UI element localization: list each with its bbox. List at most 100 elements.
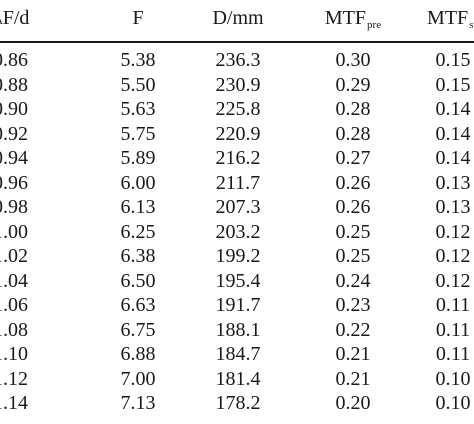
cell-lambda-f-d: 1.06 [0,294,28,316]
cell-d-mm: 225.8 [215,98,261,120]
cell-mtf-pre: 0.25 [335,220,371,243]
cell-mtf-sp: 0.11 [435,294,471,316]
cell-mtf-pre: 0.29 [335,73,371,96]
cell-mtf-pre: 0.23 [335,294,371,316]
cell-d-mm: 203.2 [215,220,261,243]
cell-mtf-pre: 0.21 [335,343,371,365]
table-row: 0.86 5.38 236.3 0.30 0.15 [0,48,474,73]
cell-mtf-sp: 0.13 [435,171,471,194]
cell-mtf-sp: 0.12 [435,269,471,292]
cell-mtf-pre: 0.28 [335,98,371,120]
cell-lambda-f-d: 0.94 [0,147,28,169]
table-row: 1.06 6.63 191.7 0.23 0.11 [0,293,474,318]
cell-mtf-sp: 0.15 [435,49,471,71]
cell-lambda-f-d: 1.10 [0,343,28,365]
cell-lambda-f-d: 0.88 [0,73,28,96]
cell-f: 6.63 [120,294,156,316]
header-lambda-f-d: λF/d [0,7,30,29]
cell-mtf-pre: 0.24 [335,269,371,292]
header-mtf-sp-sub: sp [469,19,474,31]
table-body: 0.865.38236.30.300.150.885.50230.90.290.… [0,48,474,416]
cell-mtf-sp: 0.10 [435,367,471,390]
cell-f: 5.50 [120,73,156,96]
cell-lambda-f-d: 0.98 [0,196,28,218]
cell-lambda-f-d: 1.14 [0,392,28,414]
cell-d-mm: 191.7 [215,294,261,316]
cell-mtf-pre: 0.25 [335,245,371,267]
cell-d-mm: 216.2 [215,147,261,169]
cell-f: 6.13 [120,196,156,218]
cell-d-mm: 211.7 [215,171,261,194]
header-mtf-pre-sub: pre [367,19,382,31]
table-row: 0.96 6.00 211.7 0.26 0.13 [0,171,474,196]
table-row: 1.08 6.75 188.1 0.22 0.11 [0,318,474,343]
cell-lambda-f-d: 1.08 [0,318,28,341]
cell-lambda-f-d: 1.12 [0,367,28,390]
cell-f: 5.75 [120,122,156,145]
header-d-mm: D/mm [212,7,264,29]
cell-d-mm: 230.9 [215,73,261,96]
cell-f: 5.63 [120,98,156,120]
cell-lambda-f-d: 0.90 [0,98,28,120]
cell-d-mm: 178.2 [215,392,261,414]
cell-f: 5.89 [120,147,156,169]
cell-mtf-pre: 0.20 [335,392,371,414]
cell-d-mm: 184.7 [215,343,261,365]
cell-lambda-f-d: 1.02 [0,245,28,267]
header-rule [0,41,474,43]
table-row: 0.98 6.13 207.3 0.26 0.13 [0,195,474,220]
header-mtf-pre-main: MTF [324,7,367,29]
cell-lambda-f-d: 0.92 [0,122,28,145]
cell-mtf-sp: 0.14 [435,98,471,120]
cell-lambda-f-d: 0.86 [0,49,28,71]
cell-f: 6.88 [120,343,156,365]
table-row: 0.90 5.63 225.8 0.28 0.14 [0,97,474,122]
cell-lambda-f-d: 0.96 [0,171,28,194]
cell-d-mm: 199.2 [215,245,261,267]
table-row: 1.10 6.88 184.7 0.21 0.11 [0,342,474,367]
cell-f: 7.13 [120,392,156,414]
table-row: 0.92 5.75 220.9 0.28 0.14 [0,122,474,147]
cell-mtf-sp: 0.14 [435,147,471,169]
table-row: 0.94 5.89 216.2 0.27 0.14 [0,146,474,171]
cell-mtf-sp: 0.14 [435,122,471,145]
cell-d-mm: 181.4 [215,367,261,390]
cell-mtf-sp: 0.13 [435,196,471,218]
table-row: 1.04 6.50 195.4 0.24 0.12 [0,269,474,294]
cell-f: 5.38 [120,49,156,71]
cell-mtf-pre: 0.30 [335,49,371,71]
cell-mtf-pre: 0.21 [335,367,371,390]
cell-f: 6.75 [120,318,156,341]
cell-mtf-sp: 0.12 [435,245,471,267]
cell-lambda-f-d: 1.00 [0,220,28,243]
cell-mtf-pre: 0.22 [335,318,371,341]
cell-mtf-pre: 0.26 [335,171,371,194]
cell-d-mm: 207.3 [215,196,261,218]
cell-f: 6.25 [120,220,156,243]
header-mtf-sp: MTFsp [398,6,474,33]
cell-mtf-pre: 0.26 [335,196,371,218]
data-table: λF/d F D/mm MTFpre MTFsp 0.865.38236.30.… [0,0,474,414]
header-mtf-pre: MTFpre [298,6,408,33]
table-row: 0.88 5.50 230.9 0.29 0.15 [0,73,474,98]
cell-mtf-sp: 0.12 [435,220,471,243]
table-row: 1.00 6.25 203.2 0.25 0.12 [0,220,474,245]
cell-mtf-sp: 0.11 [435,318,471,341]
table-row: 1.02 6.38 199.2 0.25 0.12 [0,244,474,269]
cell-d-mm: 220.9 [215,122,261,145]
cell-mtf-pre: 0.28 [335,122,371,145]
table-header-row: λF/d F D/mm MTFpre MTFsp [0,0,474,38]
cell-mtf-sp: 0.15 [435,73,471,96]
cell-f: 6.50 [120,269,156,292]
header-mtf-sp-main: MTF [427,7,469,29]
cell-d-mm: 195.4 [215,269,261,292]
cell-f: 6.38 [120,245,156,267]
cell-lambda-f-d: 1.04 [0,269,28,292]
cell-d-mm: 236.3 [215,49,261,71]
table-row: 1.12 7.00 181.4 0.21 0.10 [0,367,474,392]
cell-mtf-sp: 0.10 [435,392,471,414]
cell-mtf-pre: 0.27 [335,147,371,169]
cell-f: 7.00 [120,367,156,390]
header-f: F [132,7,144,29]
cell-mtf-sp: 0.11 [435,343,471,365]
